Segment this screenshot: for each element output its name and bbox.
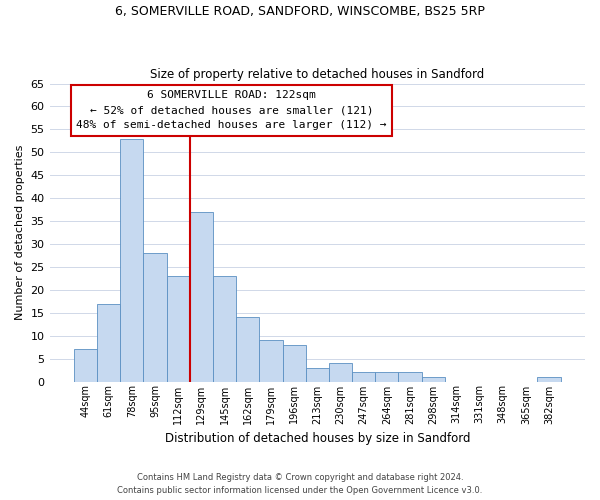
- Bar: [213, 276, 236, 382]
- Text: Contains HM Land Registry data © Crown copyright and database right 2024.
Contai: Contains HM Land Registry data © Crown c…: [118, 474, 482, 495]
- Bar: [329, 363, 352, 382]
- Bar: [398, 372, 422, 382]
- Bar: [74, 350, 97, 382]
- Text: 6, SOMERVILLE ROAD, SANDFORD, WINSCOMBE, BS25 5RP: 6, SOMERVILLE ROAD, SANDFORD, WINSCOMBE,…: [115, 5, 485, 18]
- Y-axis label: Number of detached properties: Number of detached properties: [15, 145, 25, 320]
- Bar: [538, 377, 560, 382]
- Bar: [97, 304, 120, 382]
- Bar: [120, 138, 143, 382]
- Title: Size of property relative to detached houses in Sandford: Size of property relative to detached ho…: [150, 68, 484, 81]
- Bar: [375, 372, 398, 382]
- X-axis label: Distribution of detached houses by size in Sandford: Distribution of detached houses by size …: [164, 432, 470, 445]
- Bar: [422, 377, 445, 382]
- Bar: [283, 345, 305, 382]
- Bar: [352, 372, 375, 382]
- Bar: [190, 212, 213, 382]
- Bar: [143, 253, 167, 382]
- Text: 6 SOMERVILLE ROAD: 122sqm
← 52% of detached houses are smaller (121)
48% of semi: 6 SOMERVILLE ROAD: 122sqm ← 52% of detac…: [76, 90, 387, 130]
- Bar: [236, 318, 259, 382]
- Bar: [167, 276, 190, 382]
- Bar: [305, 368, 329, 382]
- Bar: [259, 340, 283, 382]
